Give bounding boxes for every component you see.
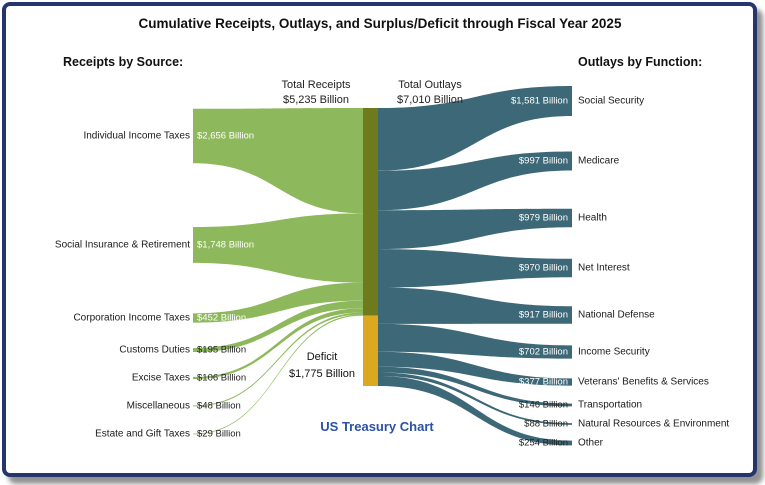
- total-outlays-label: Total Outlays: [398, 79, 462, 91]
- receipt-value-2: $452 Billion: [197, 312, 247, 324]
- outlays-section-header: Outlays by Function:: [578, 55, 703, 69]
- receipt-value-5: $48 Billion: [197, 400, 241, 412]
- receipt-value-3: $195 Billion: [197, 344, 247, 356]
- outlay-label-3: Net Interest: [578, 262, 630, 274]
- outlay-label-1: Medicare: [578, 155, 620, 167]
- outlay-label-2: Health: [578, 212, 607, 224]
- deficit-callout: Deficit $1,775 Billion: [272, 349, 372, 382]
- outlay-value-2: $979 Billion: [518, 212, 568, 224]
- total-receipts-value: $5,235 Billion: [282, 94, 350, 107]
- outlay-flow-1: [378, 151, 572, 211]
- receipt-flow-3: [193, 300, 363, 352]
- receipt-label-0: Individual Income Taxes: [83, 130, 190, 142]
- outlay-value-1: $997 Billion: [518, 155, 568, 167]
- outlay-value-9: $254 Billion: [518, 437, 568, 449]
- receipt-flow-0: [193, 108, 363, 214]
- total-outlays-value: $7,010 Billion: [396, 94, 464, 107]
- receipt-label-4: Excise Taxes: [131, 372, 190, 384]
- chart-frame: Cumulative Receipts, Outlays, and Surplu…: [2, 2, 757, 477]
- receipt-label-2: Corporation Income Taxes: [73, 312, 190, 324]
- outlay-value-6: $377 Billion: [518, 376, 568, 388]
- outlay-label-9: Other: [578, 437, 604, 449]
- deficit-label: Deficit: [306, 351, 338, 363]
- receipt-label-3: Customs Duties: [119, 344, 190, 356]
- outlay-value-5: $702 Billion: [518, 346, 568, 358]
- receipt-flow-6: [193, 314, 363, 435]
- outlay-flow-0: [378, 85, 572, 171]
- outlay-value-0: $1,581 Billion: [510, 95, 568, 107]
- chart-layer: Cumulative Receipts, Outlays, and Surplu…: [6, 6, 753, 473]
- outlay-flow-3: [378, 249, 572, 288]
- outlay-flow-4: [378, 287, 572, 324]
- receipt-value-0: $2,656 Billion: [197, 130, 255, 142]
- outlay-label-8: Natural Resources & Environment: [578, 418, 730, 430]
- outlay-flow-6: [378, 351, 572, 386]
- outlay-label-7: Transportation: [578, 399, 643, 411]
- receipt-flow-2: [193, 282, 363, 323]
- center-bar-receipts: [363, 108, 378, 316]
- total-outlays-block: Total Outlays $7,010 Billion: [365, 78, 495, 109]
- outlay-label-6: Veterans' Benefits & Services: [578, 376, 709, 388]
- deficit-value: $1,775 Billion: [288, 367, 356, 380]
- outlay-flow-9: [378, 375, 572, 446]
- outlay-value-8: $88 Billion: [524, 418, 568, 430]
- receipt-value-4: $106 Billion: [197, 372, 247, 384]
- receipt-flow-5: [193, 312, 363, 407]
- chart-title: Cumulative Receipts, Outlays, and Surplu…: [138, 16, 622, 31]
- outlay-value-4: $917 Billion: [518, 309, 568, 321]
- outlay-flow-5: [378, 323, 572, 359]
- receipt-value-1: $1,748 Billion: [197, 239, 255, 251]
- sankey-svg: [193, 85, 572, 446]
- outlay-value-3: $970 Billion: [518, 262, 568, 274]
- outlay-value-7: $146 Billion: [518, 399, 568, 411]
- outlay-label-4: National Defense: [578, 309, 655, 321]
- outlay-label-5: Income Security: [578, 346, 650, 358]
- receipt-flow-4: [193, 308, 363, 380]
- receipt-value-6: $29 Billion: [197, 428, 241, 440]
- total-receipts-block: Total Receipts $5,235 Billion: [251, 78, 381, 109]
- receipts-section-header: Receipts by Source:: [63, 55, 184, 69]
- total-receipts-label: Total Receipts: [281, 79, 351, 91]
- receipt-label-1: Social Insurance & Retirement: [54, 239, 190, 251]
- receipt-label-6: Estate and Gift Taxes: [95, 428, 190, 440]
- receipt-flow-1: [193, 213, 363, 283]
- outlay-flow-7: [378, 366, 572, 407]
- watermark-text: US Treasury Chart: [320, 419, 434, 434]
- center-bar-deficit: [363, 315, 378, 386]
- outlay-flow-2: [378, 208, 572, 250]
- outlay-flow-8: [378, 372, 572, 425]
- outlay-label-0: Social Security: [578, 95, 645, 107]
- receipt-label-5: Miscellaneous: [126, 400, 190, 412]
